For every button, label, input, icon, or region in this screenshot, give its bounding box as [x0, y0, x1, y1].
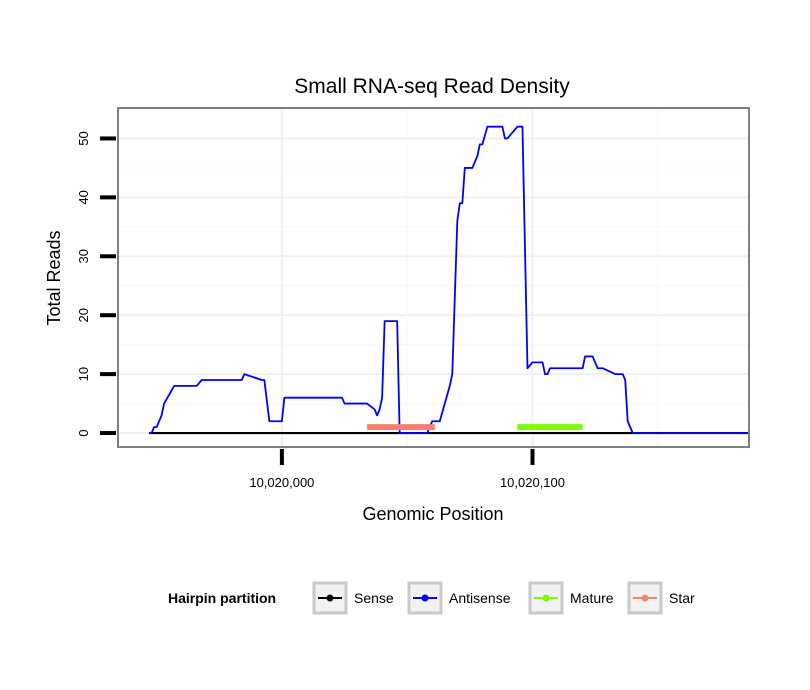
legend-point-antisense	[421, 594, 429, 602]
legend-label-antisense: Antisense	[449, 590, 511, 606]
y-tick-label-50: 50	[76, 131, 91, 145]
y-tick-label-0: 0	[76, 429, 91, 436]
legend-point-star	[641, 594, 649, 602]
x-tick-label-10020100: 10,020,100	[500, 475, 565, 490]
x-tick-label-10020000: 10,020,000	[249, 475, 314, 490]
legend-label-mature: Mature	[570, 590, 614, 606]
x-axis-title: Genomic Position	[362, 504, 503, 524]
panel-border	[117, 107, 750, 448]
legend-label-sense: Sense	[354, 590, 394, 606]
series-antisense-line	[149, 125, 748, 434]
legend-label-star: Star	[669, 590, 695, 606]
y-tick-label-40: 40	[76, 190, 91, 204]
y-axis: 0 10 20 30 40 50	[76, 131, 116, 437]
grid-lines	[119, 108, 748, 446]
y-tick-label-10: 10	[76, 367, 91, 381]
y-axis-title: Total Reads	[44, 230, 64, 325]
series-layer	[149, 125, 748, 435]
y-tick-label-30: 30	[76, 249, 91, 263]
legend: Hairpin partition Sense Antisense Mature St…	[168, 581, 695, 615]
chart-title: Small RNA-seq Read Density	[294, 75, 570, 98]
legend-point-mature	[542, 594, 550, 602]
x-axis: 10,020,000 10,020,100	[249, 449, 565, 490]
legend-title: Hairpin partition	[168, 590, 276, 606]
legend-point-sense	[326, 594, 334, 602]
y-tick-label-20: 20	[76, 308, 91, 322]
